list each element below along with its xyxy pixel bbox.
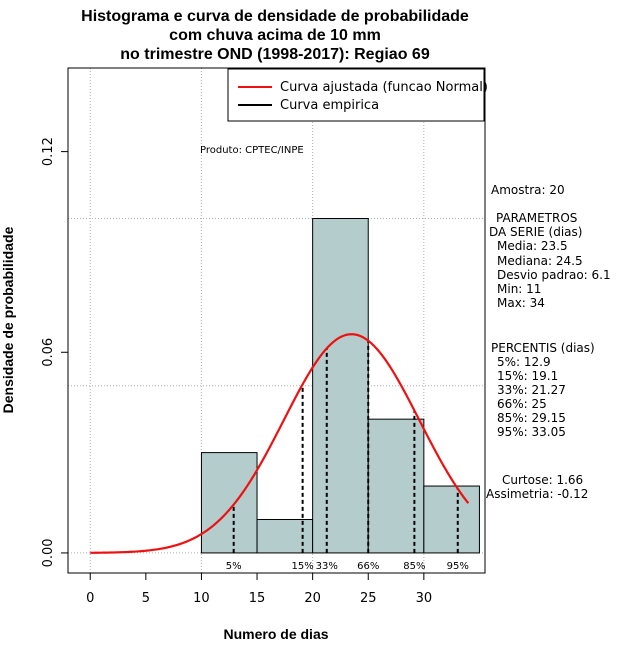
x-tick-label: 25	[360, 591, 377, 606]
density-curve-group	[90, 333, 470, 554]
x-tick-label: 30	[416, 591, 433, 606]
percentil-95: 95%: 33.05	[497, 425, 566, 439]
produto-label: Produto: CPTEC/INPE	[200, 145, 304, 156]
param-mean: Media: 23.5	[497, 239, 568, 253]
percentile-label: 15%	[292, 561, 314, 572]
percentile-label: 5%	[226, 561, 242, 572]
percentil-5: 5%: 12.9	[497, 355, 551, 369]
param-heading-2: DA SERIE (dias)	[489, 225, 582, 239]
y-tick-label: 0.12	[41, 137, 56, 166]
x-tick-label: 20	[304, 591, 321, 606]
param-max: Max: 34	[497, 296, 545, 310]
density-curve	[90, 333, 470, 554]
chart-title-line-2: com chuva acima de 10 mm	[169, 27, 381, 44]
percentil-33: 33%: 21.27	[497, 383, 566, 397]
y-tick-label: 0.06	[41, 338, 56, 367]
x-axis-title: Numero de dias	[223, 626, 328, 642]
y-tick-label: 0.00	[41, 538, 56, 567]
legend-box	[227, 68, 485, 122]
sample-size: Amostra: 20	[491, 183, 565, 197]
percentil-66: 66%: 25	[497, 397, 547, 411]
x-tick-label: 15	[249, 591, 266, 606]
param-heading-1: PARAMETROS	[496, 211, 577, 225]
chart-title-line-3: no trimestre OND (1998-2017): Regiao 69	[120, 46, 430, 63]
param-median: Mediana: 24.5	[497, 254, 583, 268]
percentil-85: 85%: 29.15	[497, 411, 566, 425]
legend: Curva ajustada (funcao Normal) Curva emp…	[227, 68, 488, 122]
percentile-label: 33%	[316, 561, 338, 572]
legend-label-empirical: Curva empirica	[280, 98, 379, 113]
param-sd: Desvio padrao: 6.1	[497, 268, 611, 282]
percentis-heading: PERCENTIS (dias)	[491, 341, 595, 355]
histogram-bar	[200, 452, 258, 554]
x-tick-label: 10	[193, 591, 210, 606]
percentile-lines: 5% 15% 33% 66% 85% 95%	[226, 340, 469, 572]
percentile-label: 85%	[403, 561, 425, 572]
percentile-label: 66%	[357, 561, 379, 572]
y-axis: 0.00 0.06 0.12	[41, 137, 69, 567]
histogram-bars	[200, 217, 480, 554]
skewness: Assimetria: -0.12	[486, 487, 588, 501]
x-axis: 0 5 10 15 20 25 30	[86, 572, 433, 606]
kurtosis: Curtose: 1.66	[502, 473, 583, 487]
histogram-bar	[256, 518, 314, 554]
stats-panel: Amostra: 20 PARAMETROS DA SERIE (dias) M…	[486, 183, 611, 501]
x-tick-label: 0	[86, 591, 94, 606]
histogram-bar	[312, 217, 369, 554]
chart-title-line-1: Histograma e curva de densidade de proba…	[81, 8, 469, 25]
param-min: Min: 11	[497, 282, 541, 296]
histogram-bar	[367, 418, 425, 554]
y-axis-title: Densidade de probabilidade	[0, 226, 16, 413]
percentil-15: 15%: 19.1	[497, 369, 558, 383]
percentile-label: 95%	[447, 561, 469, 572]
x-tick-label: 5	[142, 591, 150, 606]
histogram-bar	[423, 485, 480, 554]
legend-label-fitted: Curva ajustada (funcao Normal)	[280, 80, 488, 95]
